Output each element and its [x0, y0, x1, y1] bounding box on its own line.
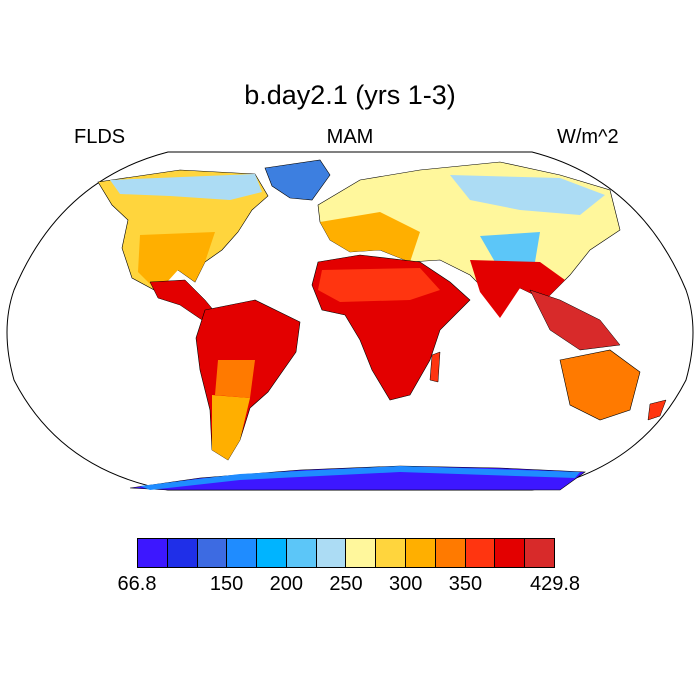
colorbar-cell	[286, 539, 317, 567]
south-asia	[470, 260, 565, 318]
colorbar-tick-label: 66.8	[117, 573, 157, 595]
colorbar-tick-label: 429.8	[529, 573, 581, 595]
colorbar-cell	[435, 539, 466, 567]
colorbar-tick-label: 350	[448, 573, 483, 595]
new-zealand	[647, 399, 667, 421]
greenland	[264, 159, 331, 201]
madagascar	[429, 351, 441, 383]
colorbar-cell	[406, 539, 436, 567]
colorbar-cell	[346, 539, 377, 567]
europe-warm	[320, 212, 420, 262]
colorbar-cell	[495, 539, 526, 567]
na-mid	[138, 232, 215, 292]
units-label: W/m^2	[557, 126, 619, 148]
colorbar-tick-label: 250	[329, 573, 363, 595]
sa-mid	[215, 360, 255, 398]
siberia-cold	[450, 175, 605, 215]
colorbar-cell	[197, 539, 228, 567]
colorbar-cell	[465, 539, 496, 567]
colorbar	[137, 538, 555, 568]
colorbar-cell	[257, 539, 287, 567]
colorbar-cell	[138, 539, 168, 567]
australia	[559, 349, 641, 421]
se-asia	[529, 289, 621, 351]
colorbar-cell	[525, 539, 554, 567]
colorbar-cell	[376, 539, 407, 567]
colorbar-cell	[316, 539, 347, 567]
sahara	[318, 268, 440, 302]
na-north-cold	[110, 174, 262, 200]
plot-title: b.day2.1 (yrs 1-3)	[244, 80, 456, 110]
season-label: MAM	[326, 126, 374, 148]
tibet-cold	[480, 232, 540, 262]
sa-south	[212, 395, 250, 460]
colorbar-tick-label: 200	[269, 573, 303, 595]
colorbar-cell	[227, 539, 258, 567]
colorbar-cell	[167, 539, 198, 567]
antarctica-coast	[140, 466, 580, 490]
variable-label: FLDS	[74, 126, 126, 148]
colorbar-tick-label: 300	[389, 573, 423, 595]
colorbar-tick-label: 150	[209, 573, 244, 595]
